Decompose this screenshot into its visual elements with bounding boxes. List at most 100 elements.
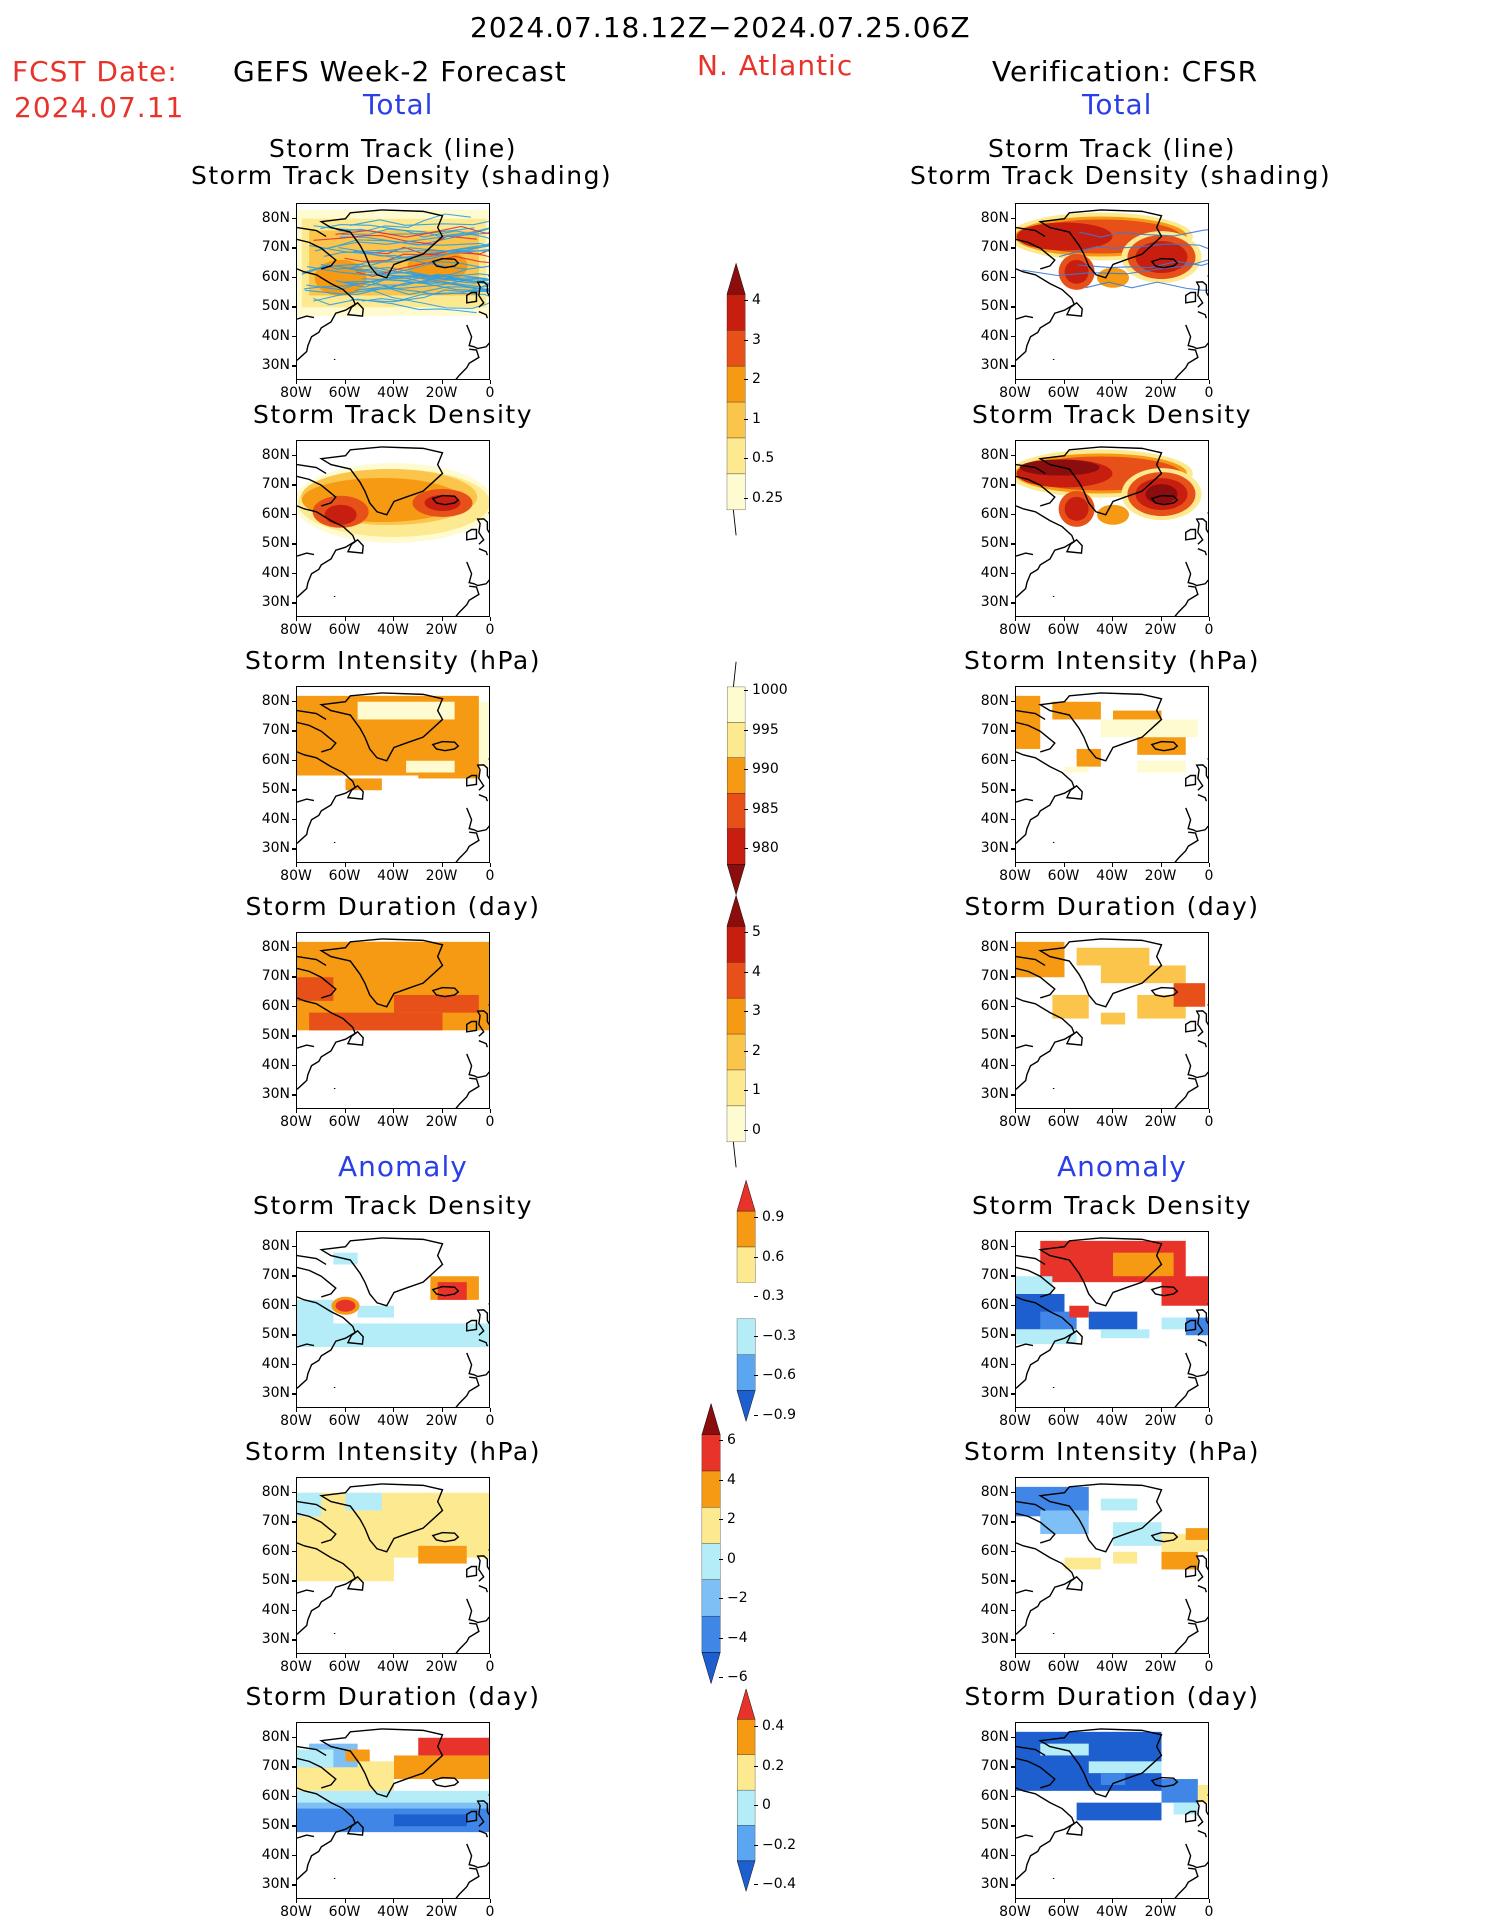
lon-tick [441,1654,443,1658]
verification-total-intensity-map [1015,686,1209,863]
density-colorbar-tick [744,418,748,420]
anom-duration-colorbar-label: 0.2 [762,1757,785,1774]
lon-tick [1015,1109,1017,1113]
lon-tick-label: 0 [485,1114,495,1130]
lon-tick-label: 80W [999,1659,1031,1675]
lat-tick-label: 40N [261,810,290,827]
lon-tick-label: 60W [328,868,361,884]
lat-tick-label: 70N [261,968,290,985]
lat-tick-label: 30N [980,1385,1009,1402]
lat-tick-label: 30N [980,357,1009,374]
lat-tick-label: 50N [980,1027,1009,1044]
lon-tick-label: 40W [1096,385,1128,401]
verification-total-duration-map [1015,932,1209,1109]
lat-tick [292,1825,296,1827]
lon-tick-label: 80W [280,385,312,401]
density-colorbar-label: 1 [752,410,761,427]
lon-tick-label: 60W [1047,868,1080,884]
lon-tick-label: 40W [1096,1904,1128,1920]
intensity-colorbar-tick [744,690,748,691]
lat-tick [1011,602,1015,604]
lat-tick-label: 40N [980,1056,1009,1073]
duration-colorbar-tick [744,1090,748,1091]
lon-tick-label: 20W [425,1904,458,1920]
lon-tick-label: 0 [485,385,495,401]
anom-density-colorbar-label: 0.9 [762,1209,785,1225]
lat-tick-label: 30N [261,1385,290,1402]
lat-tick-label: 80N [980,446,1009,463]
lat-tick [1011,572,1015,575]
lat-tick [292,1334,296,1336]
lat-tick-label: 60N [261,997,290,1014]
lat-tick-label: 70N [980,1267,1009,1284]
lon-tick [1015,380,1017,384]
lat-tick-label: 70N [980,1758,1009,1775]
anom-density-colorbar-tick [754,1335,758,1337]
intensity-colorbar-label: 985 [752,800,779,817]
lat-tick-label: 80N [261,1728,290,1745]
duration-colorbar-tick [744,1011,748,1012]
anom-density-colorbar-label: −0.3 [762,1327,796,1344]
lat-tick [292,335,296,338]
lon-tick-label: 20W [1144,1413,1177,1429]
anom-duration-colorbar-tick [754,1884,758,1885]
lon-tick [1015,617,1017,621]
lon-tick-label: 0 [485,1659,495,1675]
lat-tick [1011,700,1015,703]
lat-tick-label: 30N [980,1086,1009,1103]
density-colorbar-label: 2 [752,371,761,387]
lat-tick-label: 60N [980,505,1009,522]
forecast-total-intensity-title: Storm Intensity (hPa) [245,646,541,675]
lat-tick [1011,1035,1015,1037]
anom-duration-colorbar-tick [754,1844,758,1846]
lat-tick [1011,789,1015,791]
lat-tick [1011,513,1015,516]
lon-tick-label: 40W [377,385,409,401]
density-colorbar-tick [744,339,748,341]
lon-tick [1160,863,1162,867]
density-colorbar-tick [744,300,748,301]
forecast-anom-intensity-title: Storm Intensity (hPa) [245,1437,541,1466]
lat-tick-label: 50N [261,298,290,315]
lon-tick [1160,380,1162,384]
lon-tick [296,1109,298,1113]
lon-tick [1160,1408,1162,1412]
lat-tick [1011,1854,1015,1857]
lat-tick-label: 70N [261,1758,290,1775]
lon-tick-label: 60W [1047,1904,1080,1920]
lon-tick-label: 80W [280,622,312,638]
date-range-title: 2024.07.18.12Z−2024.07.25.06Z [470,11,971,44]
lat-tick-label: 70N [980,476,1009,493]
lon-tick-label: 20W [425,622,458,638]
lon-tick-label: 40W [1096,1413,1128,1429]
lat-tick [1011,1521,1015,1523]
lat-tick-label: 40N [261,1355,290,1372]
lon-tick-label: 40W [377,1413,409,1429]
lat-tick [292,276,296,279]
duration-colorbar-tick [744,971,748,973]
lon-tick-label: 40W [1096,622,1128,638]
anom-density-colorbar-label: 0.3 [762,1288,785,1304]
lon-tick [1160,617,1162,621]
density-colorbar-label: 3 [752,331,761,348]
lat-tick [292,454,296,457]
lat-tick-label: 70N [261,722,290,739]
anom-intensity-colorbar-label: 6 [727,1432,736,1448]
lat-tick-label: 80N [261,1237,290,1254]
lat-tick-label: 50N [261,1572,290,1589]
intensity-colorbar-tick [744,769,748,770]
lat-tick [292,1580,296,1582]
lat-tick [292,1275,296,1277]
anom-intensity-colorbar-label: −2 [727,1590,748,1606]
lon-tick [344,1109,346,1113]
lon-tick-label: 0 [485,1904,495,1920]
lat-tick-label: 60N [261,505,290,522]
lat-tick [1011,1639,1015,1641]
anom-duration-colorbar-tick [754,1805,758,1806]
lat-tick [292,1245,296,1248]
lat-tick [292,1521,296,1523]
lat-tick [1011,976,1015,978]
lat-tick [1011,1064,1015,1067]
forecast-total-track-title-line2: Storm Track Density (shading) [191,161,613,190]
intensity-colorbar-label: 980 [752,840,779,856]
